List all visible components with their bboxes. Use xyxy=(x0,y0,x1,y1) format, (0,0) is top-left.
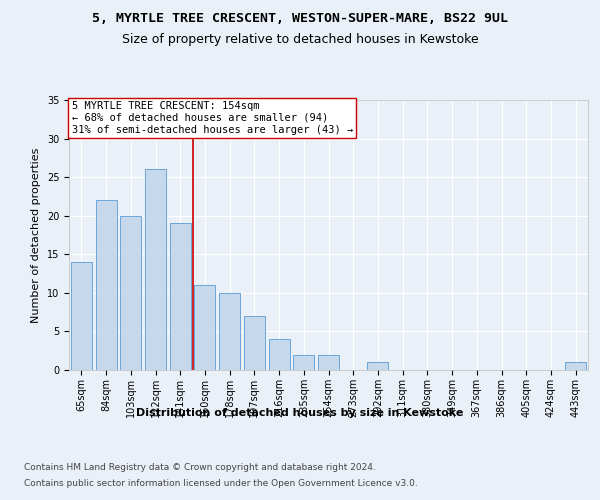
Bar xyxy=(367,362,388,370)
Y-axis label: Number of detached properties: Number of detached properties xyxy=(31,148,41,322)
Text: Contains HM Land Registry data © Crown copyright and database right 2024.: Contains HM Land Registry data © Crown c… xyxy=(24,462,376,471)
Bar xyxy=(244,316,265,370)
Text: Distribution of detached houses by size in Kewstoke: Distribution of detached houses by size … xyxy=(136,408,464,418)
Text: Size of property relative to detached houses in Kewstoke: Size of property relative to detached ho… xyxy=(122,32,478,46)
Bar xyxy=(71,262,92,370)
Bar xyxy=(170,224,191,370)
Bar xyxy=(565,362,586,370)
Bar xyxy=(120,216,141,370)
Bar xyxy=(145,170,166,370)
Bar xyxy=(269,339,290,370)
Text: Contains public sector information licensed under the Open Government Licence v3: Contains public sector information licen… xyxy=(24,479,418,488)
Text: 5, MYRTLE TREE CRESCENT, WESTON-SUPER-MARE, BS22 9UL: 5, MYRTLE TREE CRESCENT, WESTON-SUPER-MA… xyxy=(92,12,508,26)
Bar xyxy=(293,354,314,370)
Text: 5 MYRTLE TREE CRESCENT: 154sqm
← 68% of detached houses are smaller (94)
31% of : 5 MYRTLE TREE CRESCENT: 154sqm ← 68% of … xyxy=(71,102,353,134)
Bar xyxy=(194,285,215,370)
Bar xyxy=(95,200,116,370)
Bar xyxy=(219,293,240,370)
Bar xyxy=(318,354,339,370)
